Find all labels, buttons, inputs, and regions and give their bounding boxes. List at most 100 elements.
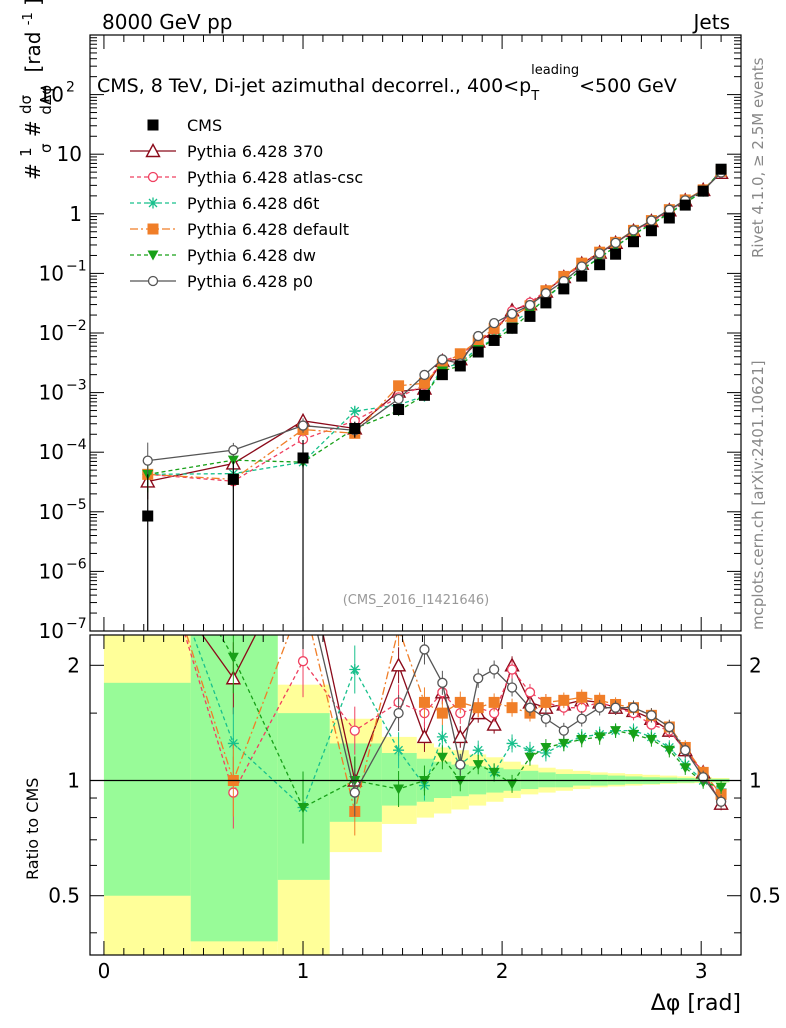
series-line <box>147 172 722 462</box>
x-tick-label: 0 <box>98 959 111 983</box>
ratio-point <box>594 732 606 743</box>
ratio-line <box>184 635 722 803</box>
ratio-point <box>227 652 239 663</box>
series-point <box>506 317 518 329</box>
ratio-point <box>540 713 552 724</box>
ratio-point <box>416 728 433 744</box>
legend-label: CMS <box>187 116 222 135</box>
series-point <box>473 330 484 342</box>
ratio-point <box>506 682 518 693</box>
series-pythia-6-428-dw <box>142 165 727 493</box>
y-tick-label: 10 <box>39 83 64 107</box>
ratio-point <box>524 752 536 763</box>
legend-label: Pythia 6.428 dw <box>187 246 316 265</box>
ratio-point <box>506 702 518 714</box>
ratio-point <box>715 782 727 793</box>
cms-point <box>663 212 675 224</box>
main-series-layer <box>140 163 729 631</box>
series-point <box>437 354 448 365</box>
ratio-point <box>473 673 484 684</box>
header-right: Jets <box>692 10 730 34</box>
cms-point <box>679 199 691 211</box>
y-tick-label: 10 <box>39 321 64 345</box>
legend-label: Pythia 6.428 atlas-csc <box>187 168 363 187</box>
ratio-point <box>610 726 622 737</box>
y-tick-exponent: −4 <box>66 437 87 453</box>
legend-label: Pythia 6.428 d6t <box>187 194 319 213</box>
legend-label: Pythia 6.428 p0 <box>187 272 313 291</box>
y-axis-label: # 1 σ # dσ dΔφ [rad -1 ] <box>17 0 55 180</box>
cms-point <box>436 369 448 381</box>
ratio-point <box>488 767 500 778</box>
ratio-point <box>454 696 466 708</box>
ratio-point <box>558 725 569 736</box>
legend-marker <box>147 223 159 235</box>
series-point <box>142 455 153 466</box>
ratio-point <box>679 763 691 774</box>
ratio-point <box>297 656 309 667</box>
header-left: 8000 GeV pp <box>102 10 233 34</box>
watermark: (CMS_2016_I1421646) <box>343 593 490 608</box>
ratio-series-pythia-6-428-p0 <box>317 635 727 817</box>
series-pythia-6-428-d6t <box>142 165 727 493</box>
ratio-point <box>486 716 502 731</box>
ratio-tick-label-right: 2 <box>749 653 762 677</box>
ratio-point <box>393 744 405 756</box>
y-tick-exponent: −6 <box>66 556 87 572</box>
ratio-point <box>715 788 727 800</box>
ratio-frame <box>89 634 742 956</box>
cms-point <box>610 248 622 260</box>
cms-point <box>594 259 606 271</box>
legend-label: Pythia 6.428 370 <box>187 142 323 161</box>
ratio-point <box>227 737 239 749</box>
ratio-point <box>680 745 691 756</box>
ratio-point <box>506 779 518 790</box>
series-point <box>646 215 657 226</box>
chart-title: CMS, 8 TeV, Di-jet azimuthal decorrel., … <box>97 63 677 104</box>
ratio-point <box>558 694 570 706</box>
cms-point <box>472 346 484 358</box>
ratio-point <box>594 702 605 713</box>
y-tick-exponent: 2 <box>66 80 75 96</box>
ratio-tick-label: 1 <box>67 769 80 793</box>
series-point <box>610 237 621 249</box>
ratio-point <box>627 729 639 740</box>
series-point <box>228 444 239 456</box>
y-tick-label: 10 <box>57 142 82 166</box>
cms-point <box>227 473 239 485</box>
mcplots-label: mcplots.cern.ch [arXiv:2401.10621] <box>749 360 767 630</box>
cms-point <box>506 322 518 334</box>
y-tick-label: 10 <box>39 381 64 405</box>
legend-marker <box>147 119 159 131</box>
ratio-point <box>472 760 484 771</box>
ratio-tick-label-right: 0.5 <box>749 884 781 908</box>
band-inner <box>103 682 191 896</box>
ratio-point <box>558 738 570 749</box>
legend-marker <box>147 197 159 209</box>
ratio-series-layer <box>90 635 741 844</box>
series-point <box>418 377 430 389</box>
series-point <box>506 308 518 319</box>
legend: CMS Pythia 6.428 370 Pythia 6.428 atlas-cs… <box>130 116 363 291</box>
series-point <box>454 348 466 360</box>
series-point <box>628 225 639 236</box>
cms-point <box>540 297 552 309</box>
y-tick-exponent: −3 <box>66 378 87 394</box>
band-inner <box>277 713 330 880</box>
y-tick-label: 10 <box>39 619 64 643</box>
legend-label: Pythia 6.428 default <box>187 220 349 239</box>
series-cms <box>142 163 727 631</box>
cms-point <box>697 185 709 197</box>
legend-marker <box>147 250 159 261</box>
band-inner <box>381 753 417 806</box>
series-point <box>349 405 361 417</box>
ratio-point <box>436 731 448 743</box>
ratio-point <box>390 657 407 672</box>
series-point <box>393 380 405 392</box>
cms-point <box>393 404 405 416</box>
y-tick-label: 1 <box>69 202 82 226</box>
legend-marker <box>147 171 159 183</box>
ratio-point <box>488 664 500 675</box>
